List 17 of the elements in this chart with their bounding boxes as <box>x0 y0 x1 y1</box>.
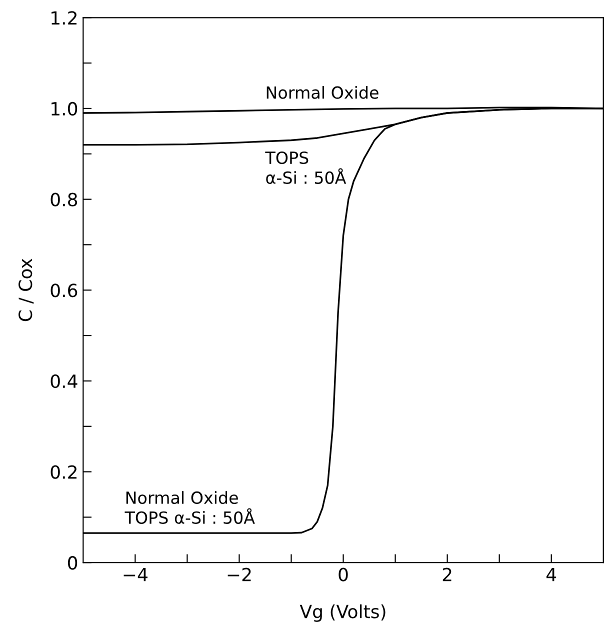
y-tick-label: 1.0 <box>52 102 78 116</box>
series-label: Normal Oxide TOPS α-Si : 50Å <box>124 491 255 524</box>
x-tick-label: 4 <box>546 568 556 582</box>
y-axis-title: C / Cox <box>18 258 34 322</box>
x-tick-label: 2 <box>442 568 452 582</box>
y-tick-label: 0.4 <box>50 374 78 388</box>
y-tick-label: 0 <box>68 556 78 570</box>
x-tick-label: −4 <box>124 568 148 582</box>
series-label: TOPS α-Si : 50Å <box>265 151 346 184</box>
x-tick-label: 0 <box>338 568 348 582</box>
y-tick-label: 0.6 <box>50 284 78 298</box>
x-tick-label: −2 <box>228 568 251 582</box>
x-axis-title: Vg (Volts) <box>300 604 386 622</box>
y-tick-label: 0.2 <box>50 465 76 479</box>
series-label: Normal Oxide <box>266 86 378 99</box>
y-tick-label: 0.8 <box>50 192 78 206</box>
y-tick-label: 1.2 <box>52 11 76 24</box>
